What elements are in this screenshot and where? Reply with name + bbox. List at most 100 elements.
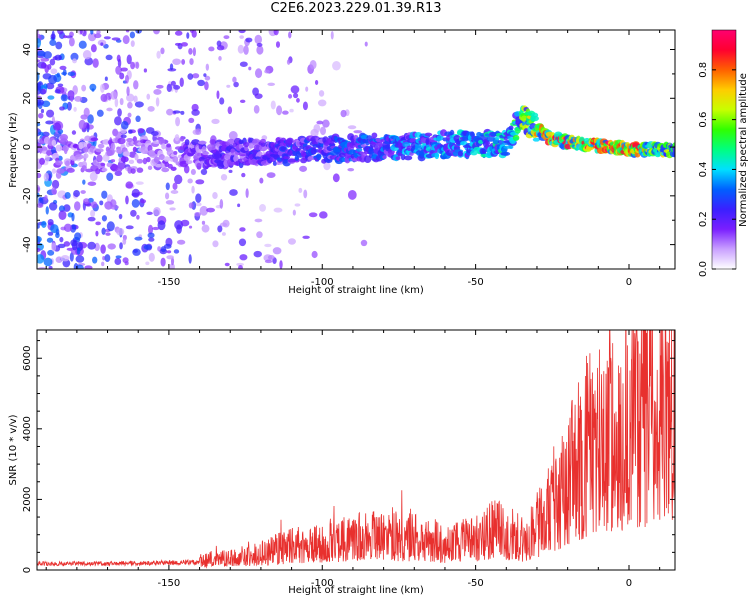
noise-speckle bbox=[191, 30, 197, 38]
band-mark bbox=[513, 136, 519, 141]
noise-speckle bbox=[318, 90, 325, 97]
noise-speckle bbox=[130, 209, 137, 217]
noise-speckle bbox=[155, 84, 164, 89]
noise-speckle bbox=[103, 36, 111, 40]
noise-speckle bbox=[223, 35, 230, 40]
noise-speckle bbox=[87, 216, 96, 222]
band-mark bbox=[197, 140, 207, 145]
noise-speckle bbox=[49, 39, 57, 46]
colorbar: 0.0 0.2 0.4 0.6 0.8 Normalized spectral ampl… bbox=[698, 29, 749, 277]
band-mark bbox=[51, 168, 56, 174]
noise-speckle bbox=[208, 46, 215, 52]
noise-speckle bbox=[163, 243, 172, 249]
snr-series-line bbox=[37, 330, 675, 569]
noise-speckle bbox=[95, 230, 99, 237]
noise-speckle bbox=[68, 37, 75, 47]
y-tick-label: 0 bbox=[22, 144, 33, 150]
noise-speckle bbox=[120, 67, 128, 72]
noise-speckle bbox=[199, 205, 209, 216]
noise-speckle bbox=[80, 190, 86, 194]
noise-speckle bbox=[322, 119, 330, 128]
band-mark bbox=[477, 139, 484, 144]
noise-speckle bbox=[110, 90, 118, 100]
noise-speckle bbox=[37, 247, 41, 253]
noise-speckle bbox=[59, 236, 64, 243]
noise-speckle bbox=[76, 247, 81, 255]
noise-speckle bbox=[201, 224, 210, 233]
x-tick-label: -100 bbox=[311, 277, 334, 288]
noise-speckle bbox=[117, 58, 122, 68]
noise-speckle bbox=[37, 122, 41, 127]
noise-speckle bbox=[74, 232, 82, 241]
noise-speckle bbox=[111, 37, 121, 41]
noise-speckle bbox=[273, 207, 283, 213]
band-mark bbox=[424, 132, 433, 137]
noise-speckle bbox=[347, 125, 357, 130]
noise-speckle bbox=[169, 207, 176, 211]
noise-speckle bbox=[37, 192, 40, 198]
noise-speckle bbox=[89, 83, 97, 91]
noise-speckle bbox=[157, 220, 166, 231]
noise-speckle bbox=[332, 173, 340, 183]
x-tick-label: -150 bbox=[158, 277, 181, 288]
noise-speckle bbox=[236, 262, 244, 267]
noise-speckle bbox=[330, 30, 334, 40]
noise-speckle bbox=[221, 232, 226, 236]
noise-speckle bbox=[267, 82, 276, 86]
noise-speckle bbox=[40, 57, 50, 62]
noise-speckle bbox=[110, 204, 119, 210]
noise-speckle bbox=[314, 80, 319, 85]
noise-speckle bbox=[218, 56, 222, 61]
band-mark bbox=[272, 161, 277, 166]
band-mark bbox=[209, 139, 216, 145]
band-mark bbox=[173, 150, 178, 155]
band-mark bbox=[316, 153, 322, 161]
noise-speckle bbox=[219, 97, 225, 105]
noise-speckle bbox=[134, 101, 144, 108]
noise-speckle bbox=[38, 112, 44, 119]
noise-speckle bbox=[219, 199, 224, 209]
noise-speckle bbox=[222, 219, 230, 228]
noise-speckle bbox=[319, 211, 328, 219]
noise-speckle bbox=[237, 203, 241, 208]
noise-speckle bbox=[134, 236, 143, 241]
noise-speckle bbox=[183, 165, 190, 174]
noise-speckle bbox=[87, 32, 97, 42]
noise-speckle bbox=[232, 76, 237, 83]
noise-speckle bbox=[302, 101, 308, 111]
band-mark bbox=[136, 167, 144, 173]
noise-speckle bbox=[44, 194, 48, 201]
noise-speckle bbox=[50, 68, 58, 75]
noise-speckle bbox=[60, 255, 70, 262]
noise-speckle bbox=[106, 172, 114, 182]
noise-speckle bbox=[347, 168, 355, 172]
y-tick-label: -20 bbox=[22, 188, 33, 204]
noise-speckle bbox=[303, 189, 308, 199]
noise-speckle bbox=[94, 33, 102, 39]
noise-speckle bbox=[120, 134, 127, 139]
band-mark bbox=[287, 158, 296, 163]
band-mark bbox=[56, 168, 65, 174]
noise-speckle bbox=[104, 254, 111, 263]
noise-speckle bbox=[172, 58, 181, 65]
band-mark bbox=[286, 137, 294, 144]
noise-speckle bbox=[99, 200, 104, 206]
noise-speckle bbox=[155, 97, 160, 107]
noise-speckle bbox=[294, 203, 301, 207]
band-mark bbox=[227, 138, 235, 145]
noise-speckle bbox=[323, 161, 331, 171]
band-mark bbox=[122, 151, 131, 157]
noise-speckle bbox=[45, 206, 49, 215]
noise-speckle bbox=[39, 88, 47, 95]
noise-speckle bbox=[286, 59, 291, 65]
noise-speckle bbox=[122, 257, 129, 264]
noise-speckle bbox=[243, 45, 249, 55]
noise-speckle bbox=[40, 62, 47, 69]
noise-speckle bbox=[127, 112, 132, 118]
noise-speckle bbox=[101, 227, 106, 235]
noise-speckle bbox=[56, 72, 60, 78]
noise-speckle bbox=[287, 238, 296, 245]
noise-speckle bbox=[71, 130, 77, 135]
band-mark bbox=[96, 154, 103, 163]
